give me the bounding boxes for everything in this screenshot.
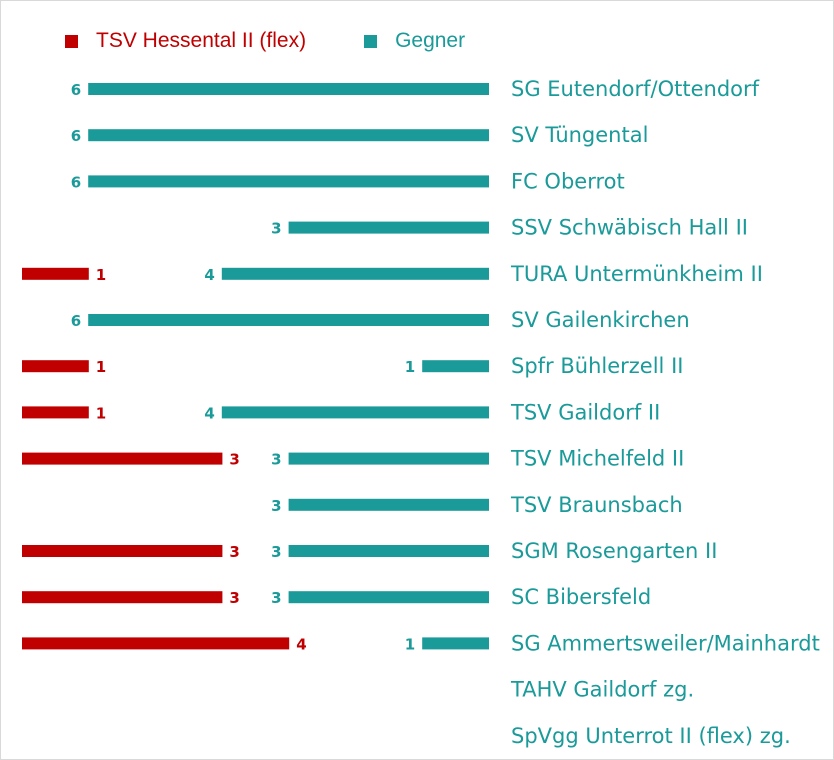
opponent-value-label: 3 bbox=[271, 220, 281, 238]
home-bar bbox=[22, 360, 89, 373]
opponent-bar bbox=[288, 591, 489, 604]
opponent-value-label: 1 bbox=[405, 358, 415, 376]
team-label: SV Tüngental bbox=[511, 123, 648, 147]
home-value-label: 3 bbox=[229, 451, 239, 469]
home-bar bbox=[22, 591, 223, 604]
legend-swatch-opponent bbox=[364, 34, 378, 48]
home-bar bbox=[22, 637, 290, 650]
opponent-value-label: 3 bbox=[271, 497, 281, 515]
team-label: FC Oberrot bbox=[511, 169, 625, 193]
team-label: TSV Michelfeld II bbox=[510, 447, 684, 471]
legend-item-home: TSV Hessental II (flex) bbox=[65, 29, 306, 53]
team-label: TSV Gaildorf II bbox=[510, 400, 660, 424]
opponent-value-label: 6 bbox=[71, 312, 81, 330]
opponent-value-label: 6 bbox=[71, 127, 81, 145]
team-label: TURA Untermünkheim II bbox=[510, 262, 763, 286]
opponent-value-label: 3 bbox=[271, 543, 281, 561]
opponent-bar bbox=[422, 360, 489, 373]
legend-label-home: TSV Hessental II (flex) bbox=[96, 29, 307, 52]
team-label: TAHV Gaildorf zg. bbox=[510, 678, 694, 702]
opponent-value-label: 6 bbox=[71, 173, 81, 191]
opponent-value-label: 4 bbox=[204, 266, 214, 284]
home-value-label: 4 bbox=[296, 635, 306, 653]
home-value-label: 1 bbox=[96, 404, 106, 422]
home-bar bbox=[22, 545, 223, 557]
opponent-bar bbox=[88, 314, 489, 326]
opponent-bar bbox=[88, 175, 489, 188]
legend: TSV Hessental II (flex) Gegner bbox=[65, 29, 523, 53]
team-label: SC Bibersfeld bbox=[511, 585, 651, 609]
opponent-bar bbox=[288, 221, 489, 234]
home-value-label: 1 bbox=[96, 358, 106, 376]
team-label: SGM Rosengarten II bbox=[511, 539, 717, 563]
team-label: SG Eutendorf/Ottendorf bbox=[511, 77, 760, 101]
team-label: TSV Braunsbach bbox=[510, 493, 683, 517]
team-label: SpVgg Unterrot II (flex) zg. bbox=[511, 724, 791, 748]
opponent-bar bbox=[288, 452, 489, 465]
opponent-value-label: 6 bbox=[71, 81, 81, 99]
opponent-bar bbox=[221, 267, 490, 280]
opponent-bar bbox=[88, 129, 489, 142]
opponent-value-label: 3 bbox=[271, 589, 281, 607]
team-label: Spfr Bühlerzell II bbox=[511, 354, 683, 378]
home-bar bbox=[22, 406, 89, 419]
opponent-value-label: 3 bbox=[271, 451, 281, 469]
home-value-label: 1 bbox=[96, 266, 106, 284]
legend-label-opponent: Gegner bbox=[395, 29, 466, 52]
legend-swatch-home bbox=[65, 34, 78, 48]
team-label: SSV Schwäbisch Hall II bbox=[511, 216, 748, 240]
home-value-label: 3 bbox=[229, 589, 239, 607]
opponent-bar bbox=[288, 545, 489, 557]
opponent-bar bbox=[221, 406, 490, 419]
home-bar bbox=[22, 452, 223, 465]
opponent-bar bbox=[88, 83, 489, 95]
team-label: SG Ammertsweiler/Mainhardt bbox=[511, 631, 820, 655]
opponent-bar bbox=[288, 498, 489, 511]
legend-item-opponent: Gegner bbox=[364, 29, 465, 53]
home-bar bbox=[22, 267, 89, 280]
home-value-label: 3 bbox=[229, 543, 239, 561]
opponent-value-label: 4 bbox=[204, 404, 214, 422]
opponent-bar bbox=[422, 637, 489, 650]
team-label: SV Gailenkirchen bbox=[511, 308, 690, 332]
opponent-value-label: 1 bbox=[405, 635, 415, 653]
